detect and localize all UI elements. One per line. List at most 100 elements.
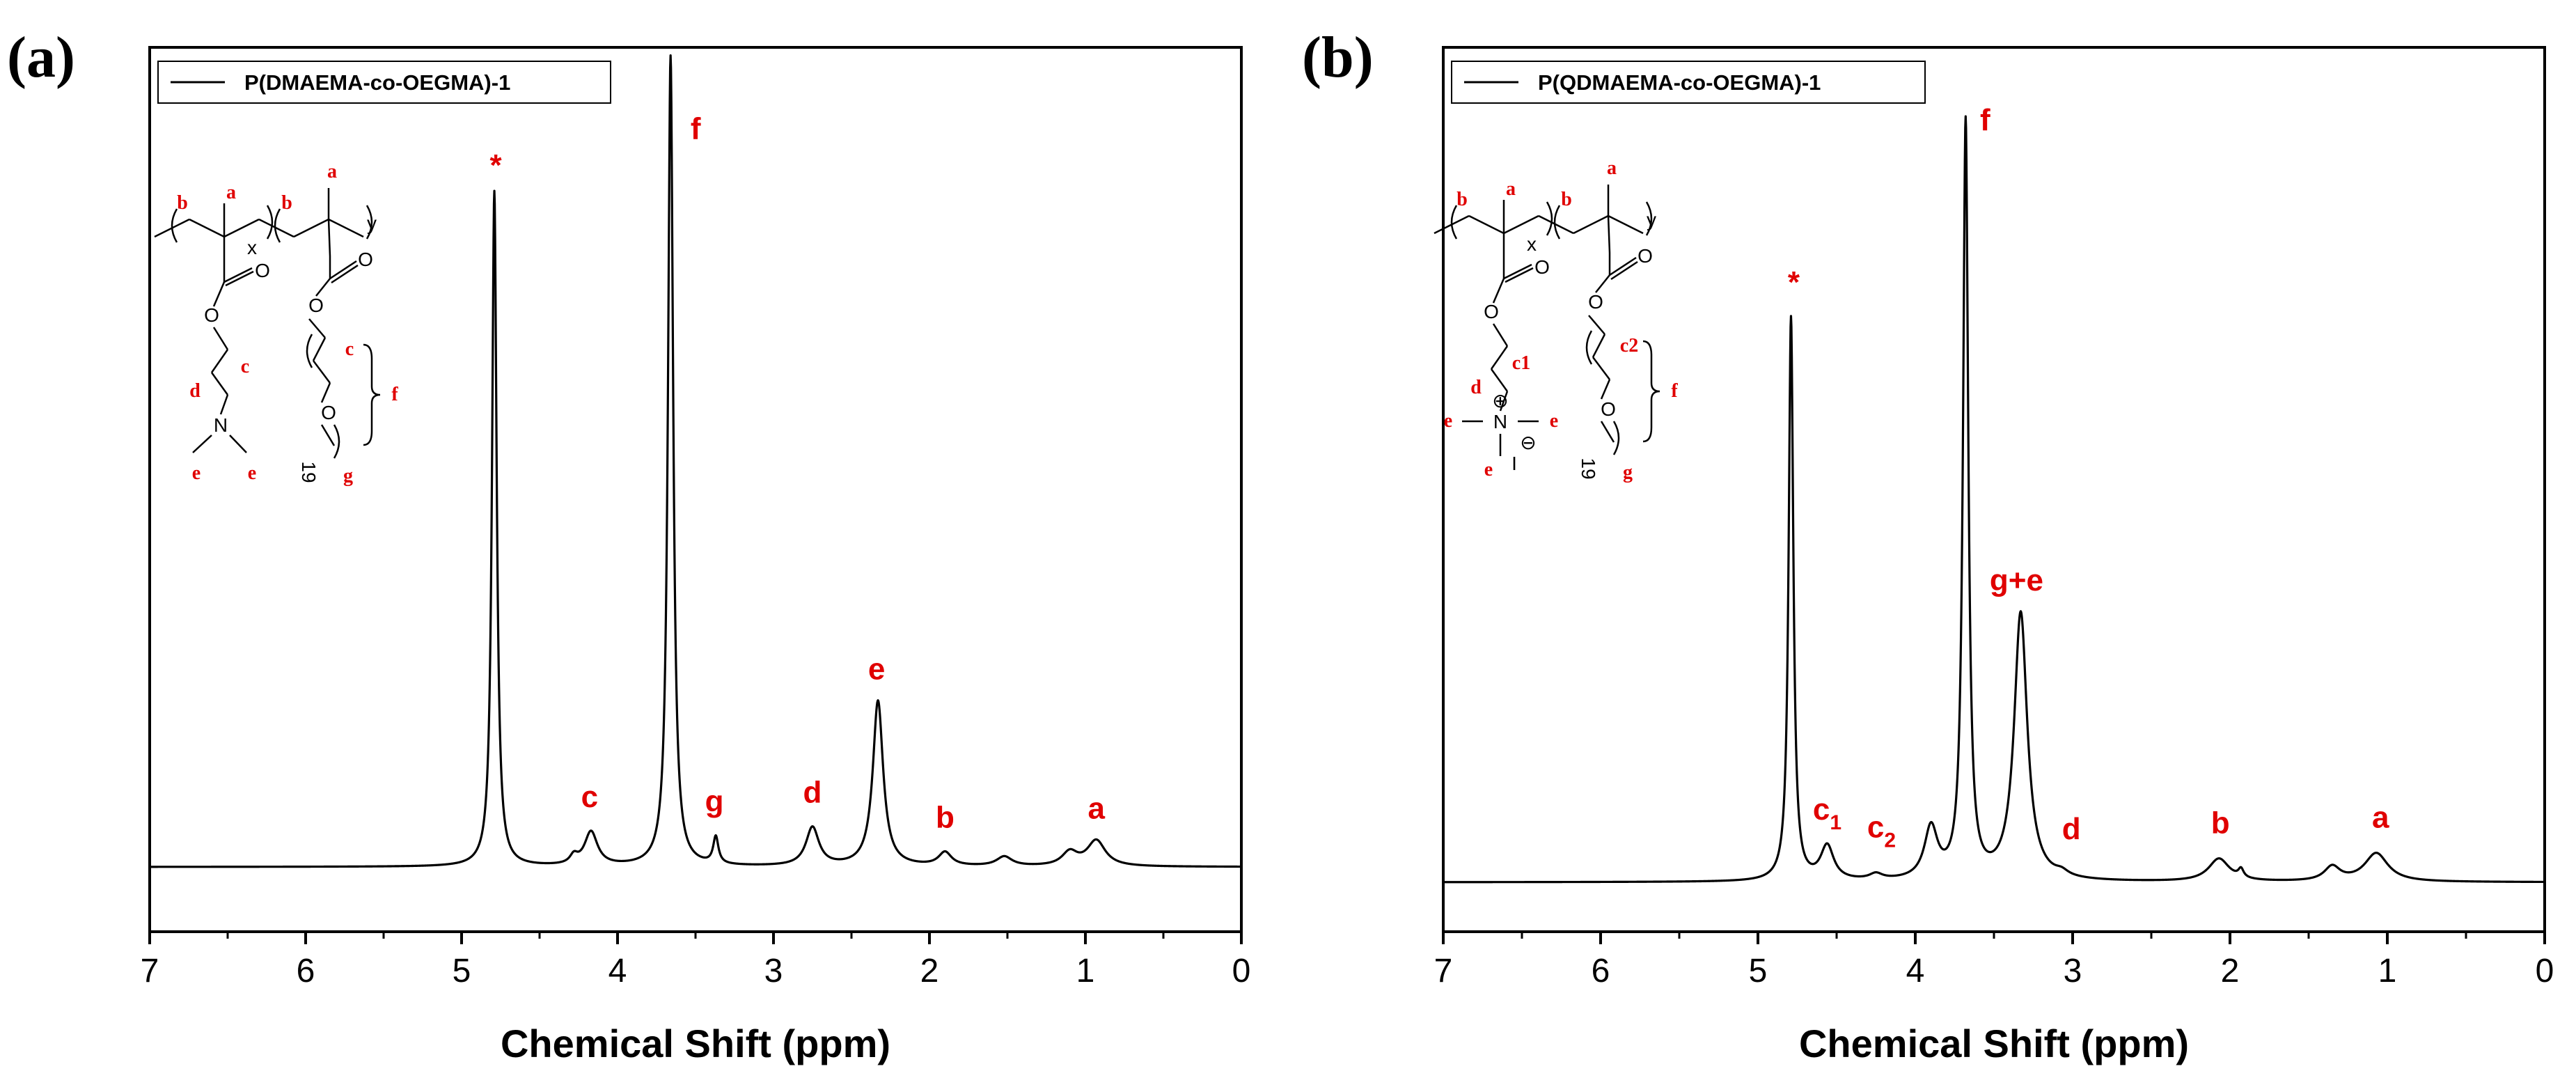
bond [1588, 315, 1605, 335]
spectrum-line [1442, 115, 2546, 884]
bond [1610, 260, 1638, 281]
structure-label: c2 [1620, 335, 1638, 357]
bond [1492, 323, 1509, 347]
structure-atom: 19 [1578, 458, 1599, 479]
structure-label: a [226, 182, 236, 203]
x-tick-label: 3 [2064, 953, 2082, 990]
bond [1600, 421, 1615, 443]
structure-atom: O [204, 304, 219, 326]
bond [1503, 214, 1539, 235]
x-tick-label: 0 [1232, 953, 1251, 990]
bond [1490, 368, 1509, 392]
peak-label: d [2062, 812, 2081, 846]
bracket [171, 208, 178, 243]
structure-label: f [391, 384, 398, 405]
bond [219, 394, 229, 415]
plot-frame [1442, 46, 2546, 933]
bond [1505, 267, 1534, 283]
structure-label: e [1444, 410, 1452, 432]
structure-atom: O [321, 402, 336, 423]
peak-label-text: f [1980, 103, 1990, 137]
bond [327, 219, 331, 257]
peak-label-text: a [1087, 791, 1105, 825]
peak-label-text: f [691, 112, 701, 146]
x-tick-label: 1 [1076, 953, 1095, 990]
structure-label: a [327, 161, 337, 182]
peak-label: * [1788, 265, 1800, 299]
peak-label-text: c [1867, 811, 1884, 845]
peak-label-text: b [2211, 806, 2230, 840]
bond [293, 218, 329, 238]
structure-label: g [343, 465, 353, 487]
brace [363, 343, 381, 446]
bracket [274, 208, 281, 243]
x-tick-label: 1 [2378, 953, 2397, 990]
bond [1538, 214, 1574, 235]
bond [1608, 214, 1644, 235]
bond [1492, 278, 1505, 304]
peak-label-text: g+e [1990, 563, 2043, 597]
peak-label: a [2372, 801, 2389, 835]
brace [1642, 340, 1660, 443]
legend-label: P(DMAEMA-co-OEGMA)-1 [244, 70, 510, 95]
peak-label: f [691, 112, 701, 146]
peak-label: c1 [1813, 792, 1841, 834]
bond [210, 349, 229, 373]
bond [258, 218, 294, 238]
x-tick-label: 3 [764, 953, 783, 990]
structure-atom: O [1601, 398, 1616, 420]
bond [223, 267, 253, 283]
x-tick-label: 2 [2221, 953, 2240, 990]
structure-atom: N [214, 414, 228, 436]
bond [329, 260, 357, 280]
structure-label: b [281, 192, 292, 214]
bond [1499, 391, 1509, 412]
structure-atom: O [1638, 245, 1653, 267]
peak-label: g+e [1990, 563, 2043, 597]
panel-a: (a) 7 6 5 4 3 2 1 0 Chemical Shift (ppm) P(DMAEMA-… [7, 25, 1250, 1065]
peak-label-subscript: 1 [1830, 811, 1841, 834]
structure-label: a [1607, 157, 1617, 179]
bond [320, 424, 336, 446]
structure-atom: I [1511, 453, 1517, 474]
bond [1600, 379, 1611, 400]
structure-label: f [1671, 380, 1678, 402]
bracket [266, 205, 274, 240]
peak-label: c2 [1867, 811, 1896, 852]
bracket [1645, 201, 1653, 236]
peak-label-text: c [581, 780, 598, 814]
peak-label-text: * [489, 148, 502, 182]
structure-label: b [1561, 189, 1572, 210]
bracket [1612, 421, 1620, 455]
structure-atom: O [308, 295, 324, 316]
bracket [1585, 330, 1593, 365]
peak-label-subscript: 2 [1884, 829, 1896, 852]
bond [312, 337, 327, 361]
bond [225, 270, 254, 287]
bond [1595, 274, 1610, 293]
structure-label: e [248, 462, 256, 484]
peak-label: d [803, 776, 822, 810]
bond [315, 278, 331, 297]
structure-label: b [177, 192, 188, 214]
structure-atom: y [1647, 209, 1656, 230]
structure-label: c [345, 338, 354, 360]
peak-label-text: e [868, 652, 885, 687]
x-tick-label: 7 [141, 953, 159, 990]
x-tick-label: 6 [297, 953, 315, 990]
bond [331, 264, 359, 284]
spectrum-line [148, 54, 1243, 868]
structure-atom: x [247, 237, 257, 258]
structure-label: g [1623, 462, 1633, 483]
structure-label: d [189, 380, 201, 402]
structure-atom: O [1484, 301, 1499, 322]
structure-label: e [1484, 459, 1493, 480]
structure-atom: 19 [298, 461, 320, 483]
x-axis-title: Chemical Shift (ppm) [501, 1022, 890, 1065]
peak-label: f [1980, 103, 1990, 137]
bond [313, 360, 331, 384]
